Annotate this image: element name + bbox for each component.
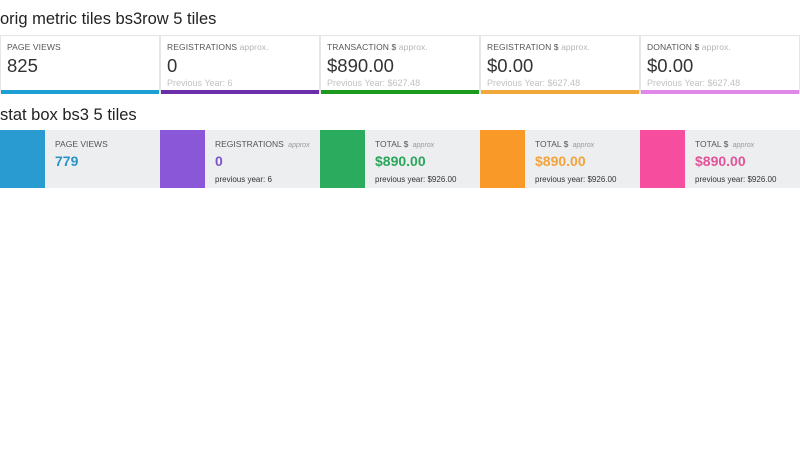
metric-color-bar [161,90,319,94]
approx-text: approx. [398,42,428,52]
metric-value: 0 [167,55,178,76]
approx-text: approx. [561,42,591,52]
approx-text: approx [288,142,310,149]
stat-label-text: PAGE VIEWS [55,139,108,149]
stat-color-block-icon [480,130,525,188]
stat-color-block-icon [0,130,45,188]
metric-tile-donation: DONATION $ approx. $0.00 Previous Year: … [640,35,800,94]
metric-tiles-row: PAGE VIEWS 825 REGISTRATIONS approx. 0 P… [0,35,800,94]
metric-label: PAGE VIEWS [7,41,153,53]
approx-text: approx [412,142,435,149]
stat-box-total-orange: TOTAL $ approx $890.00 previous year: $9… [480,130,640,188]
stat-color-block-icon [640,130,685,188]
stat-previous-year: previous year: $926.00 [375,175,457,184]
metric-previous-year: Previous Year: 6 [167,78,233,88]
approx-text: approx. [239,42,269,52]
approx-text: approx [572,142,595,149]
metric-tile-registration-dollars: REGISTRATION $ approx. $0.00 Previous Ye… [480,35,640,94]
stat-body: TOTAL $ approx $890.00 previous year: $9… [365,130,480,188]
stat-color-block-icon [320,130,365,188]
metric-color-bar [641,90,799,94]
metric-value: $0.00 [487,55,534,76]
metric-tile-registrations: REGISTRATIONS approx. 0 Previous Year: 6 [160,35,320,94]
stat-value: $890.00 [695,153,746,169]
stat-box-total-pink: TOTAL $ approx $890.00 previous year: $9… [640,130,800,188]
stat-value: 0 [215,153,223,169]
metric-color-bar [1,90,159,94]
section-title-metric-tiles: orig metric tiles bs3row 5 tiles [0,10,217,28]
section-title-stat-boxes: stat box bs3 5 tiles [0,106,137,124]
stat-label-text: TOTAL $ [535,139,569,149]
stat-previous-year: previous year: $926.00 [695,175,777,184]
stat-label: TOTAL $ approx [375,138,480,150]
metric-previous-year: Previous Year: $627.48 [647,78,741,88]
metric-value: 825 [7,55,38,76]
approx-text: approx. [701,42,731,52]
metric-previous-year [7,77,153,89]
stat-previous-year [55,174,160,186]
stat-boxes-row: PAGE VIEWS 779 REGISTRATIONS approx 0 pr… [0,130,800,188]
stat-label: PAGE VIEWS [55,138,160,150]
stat-label: REGISTRATIONS approx [215,138,320,150]
metric-color-bar [321,90,479,94]
metric-value: $0.00 [647,55,694,76]
stat-box-page-views: PAGE VIEWS 779 [0,130,160,188]
metric-label-text: PAGE VIEWS [7,42,61,52]
metric-previous-year: Previous Year: $627.48 [487,78,581,88]
metric-label: REGISTRATION $ approx. [487,41,633,53]
metric-label-text: REGISTRATIONS [167,42,238,52]
stat-label-text: REGISTRATIONS [215,139,284,149]
stat-body: TOTAL $ approx $890.00 previous year: $9… [525,130,640,188]
stat-previous-year: previous year: 6 [215,175,272,184]
stat-label: TOTAL $ approx [535,138,640,150]
stat-box-total-green: TOTAL $ approx $890.00 previous year: $9… [320,130,480,188]
stat-label-text: TOTAL $ [375,139,409,149]
stat-body: TOTAL $ approx $890.00 previous year: $9… [685,130,800,188]
metric-color-bar [481,90,639,94]
metric-label-text: REGISTRATION $ [487,42,559,52]
metric-value: $890.00 [327,55,394,76]
stat-previous-year: previous year: $926.00 [535,175,617,184]
metric-tile-transaction: TRANSACTION $ approx. $890.00 Previous Y… [320,35,480,94]
metric-label: TRANSACTION $ approx. [327,41,473,53]
stat-body: REGISTRATIONS approx 0 previous year: 6 [205,130,320,188]
stat-label: TOTAL $ approx [695,138,800,150]
metric-label: DONATION $ approx. [647,41,793,53]
metric-label-text: DONATION $ [647,42,700,52]
stat-label-text: TOTAL $ [695,139,729,149]
metric-label: REGISTRATIONS approx. [167,41,313,53]
metric-previous-year: Previous Year: $627.48 [327,78,421,88]
metric-tile-page-views: PAGE VIEWS 825 [0,35,160,94]
stat-value: $890.00 [535,153,586,169]
stat-box-registrations: REGISTRATIONS approx 0 previous year: 6 [160,130,320,188]
approx-text: approx [732,142,755,149]
stat-value: $890.00 [375,153,426,169]
stat-body: PAGE VIEWS 779 [45,130,160,188]
stat-value: 779 [55,153,79,169]
stat-color-block-icon [160,130,205,188]
metric-label-text: TRANSACTION $ [327,42,397,52]
